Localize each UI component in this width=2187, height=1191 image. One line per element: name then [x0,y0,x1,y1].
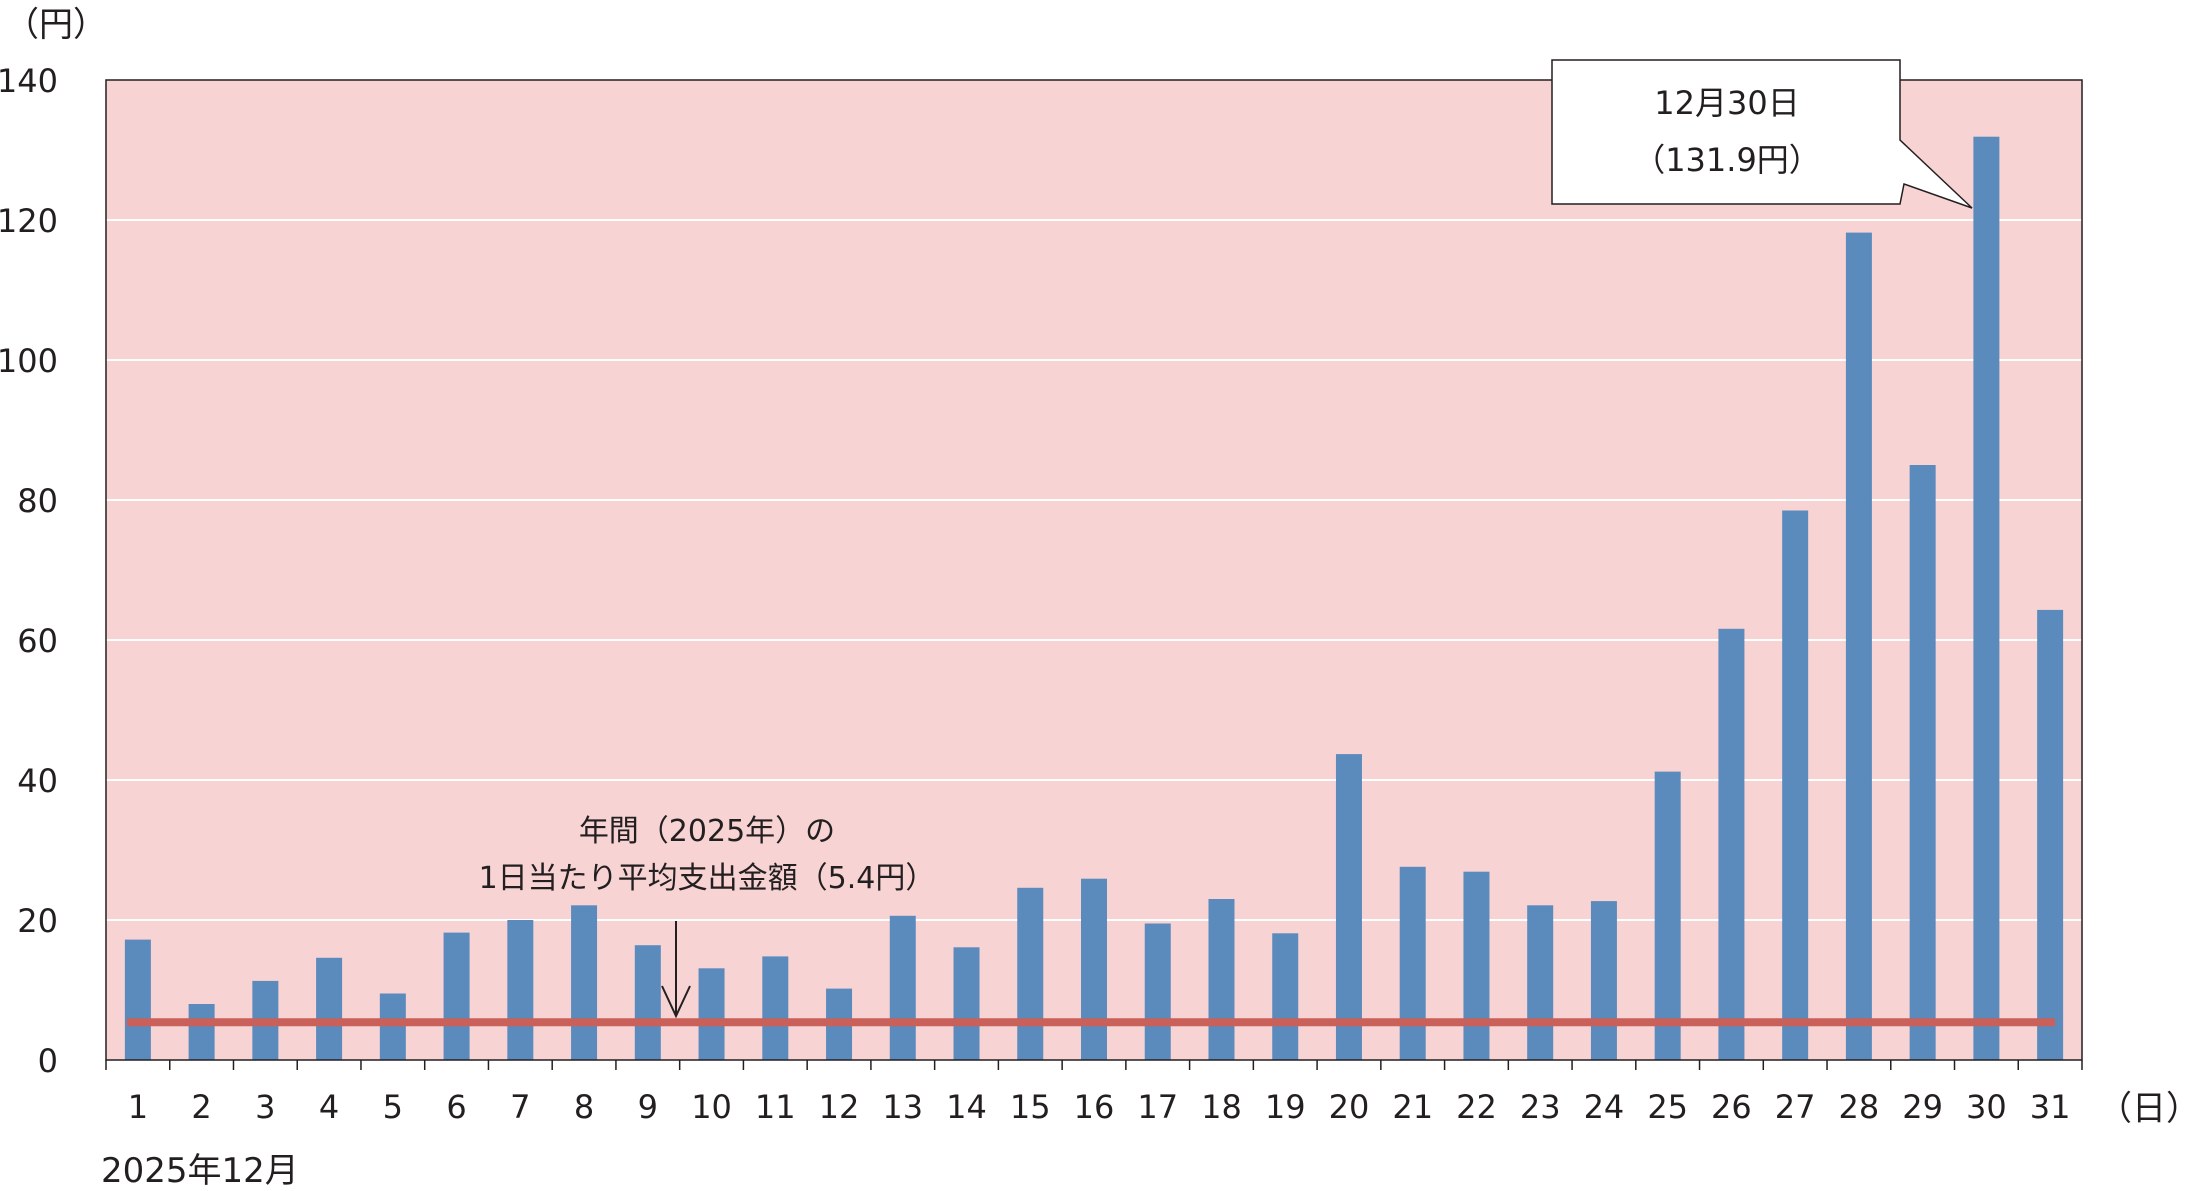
x-tick-label: 12 [819,1088,860,1126]
x-tick-label: 1 [128,1088,148,1126]
x-tick-label: 3 [255,1088,275,1126]
x-tick-label: 2 [191,1088,211,1126]
x-tick-label: 8 [574,1088,594,1126]
y-unit-label: （円） [5,5,107,45]
bar [1527,905,1554,1060]
x-axis-ticks: 1 2 3 4 5 6 7 8 9 10 11 12 13 14 15 16 17 18 19 20 21 22 23 24 2… [105,1060,2083,1126]
x-tick-label: 22 [1456,1088,1497,1126]
x-tick-label: 10 [691,1088,732,1126]
y-tick-label: 40 [17,762,58,800]
x-tick-label: 14 [946,1088,987,1126]
bar [2037,609,2064,1060]
callout-date: 12月30日 [1654,84,1799,122]
x-tick-label: 5 [383,1088,403,1126]
x-tick-label: 6 [446,1088,466,1126]
down-arrow-icon [661,921,691,1019]
bar [1144,923,1171,1060]
x-tick-label: 26 [1711,1088,1752,1126]
bar [379,993,406,1060]
y-tick-label: 100 [0,342,58,380]
x-tick-label: 17 [1137,1088,1178,1126]
x-tick-label: 24 [1584,1088,1625,1126]
x-tick-label: 19 [1265,1088,1306,1126]
bar [1208,899,1235,1060]
bar [762,956,789,1060]
bar [634,945,661,1060]
bar [188,1004,215,1060]
callout-box: 12月30日 （131.9円） [1551,59,1973,209]
x-tick-label: 16 [1074,1088,1115,1126]
x-tick-label: 7 [510,1088,530,1126]
y-axis-ticks: 0 20 40 60 80 100 120 140 [0,62,58,1080]
bar [1272,933,1299,1060]
bars [124,136,2064,1061]
x-tick-label: 29 [1902,1088,1943,1126]
bar [1654,771,1681,1060]
bar [1081,878,1107,1060]
grid-lines [106,219,2082,921]
bar [443,932,470,1060]
x-unit-label: （日） [2098,1089,2187,1129]
bar [889,915,916,1060]
bar [1463,871,1490,1060]
x-tick-label: 27 [1775,1088,1816,1126]
bar [1399,866,1426,1060]
reference-line-label-1: 年間（2025年）の [579,814,835,849]
y-tick-label: 80 [17,482,58,520]
bar [316,957,343,1060]
bar [507,920,534,1060]
bar [698,968,725,1060]
x-tick-label: 18 [1201,1088,1242,1126]
y-tick-label: 120 [0,202,58,240]
period-label: 2025年12月 [101,1151,299,1191]
bar [1590,901,1617,1060]
y-tick-label: 0 [38,1042,58,1080]
x-tick-label: 4 [319,1088,339,1126]
x-tick-label: 20 [1329,1088,1370,1126]
bar [1845,232,1872,1061]
x-tick-label: 28 [1839,1088,1880,1126]
bar [1335,754,1362,1060]
x-tick-label: 31 [2030,1088,2071,1126]
bar [1718,628,1745,1060]
x-tick-label: 15 [1010,1088,1051,1126]
bar [124,939,151,1060]
bar [571,905,598,1060]
bar [1909,465,1936,1060]
plot-border [105,79,2083,1061]
x-tick-label: 30 [1966,1088,2007,1126]
bar [1973,136,2000,1060]
x-tick-label: 11 [755,1088,796,1126]
y-tick-label: 60 [17,622,58,660]
bar [1017,887,1044,1060]
bar [953,947,980,1060]
bar [1782,510,1809,1060]
x-tick-label: 21 [1392,1088,1433,1126]
reference-line-label-2: 1日当たり平均支出金額（5.4円） [479,861,936,896]
x-tick-label: 23 [1520,1088,1561,1126]
y-tick-label: 20 [17,902,58,940]
x-tick-label: 13 [882,1088,923,1126]
x-tick-label: 25 [1647,1088,1688,1126]
callout-value: （131.9円） [1633,141,1821,179]
x-tick-label: 9 [638,1088,658,1126]
y-tick-label: 140 [0,62,58,100]
